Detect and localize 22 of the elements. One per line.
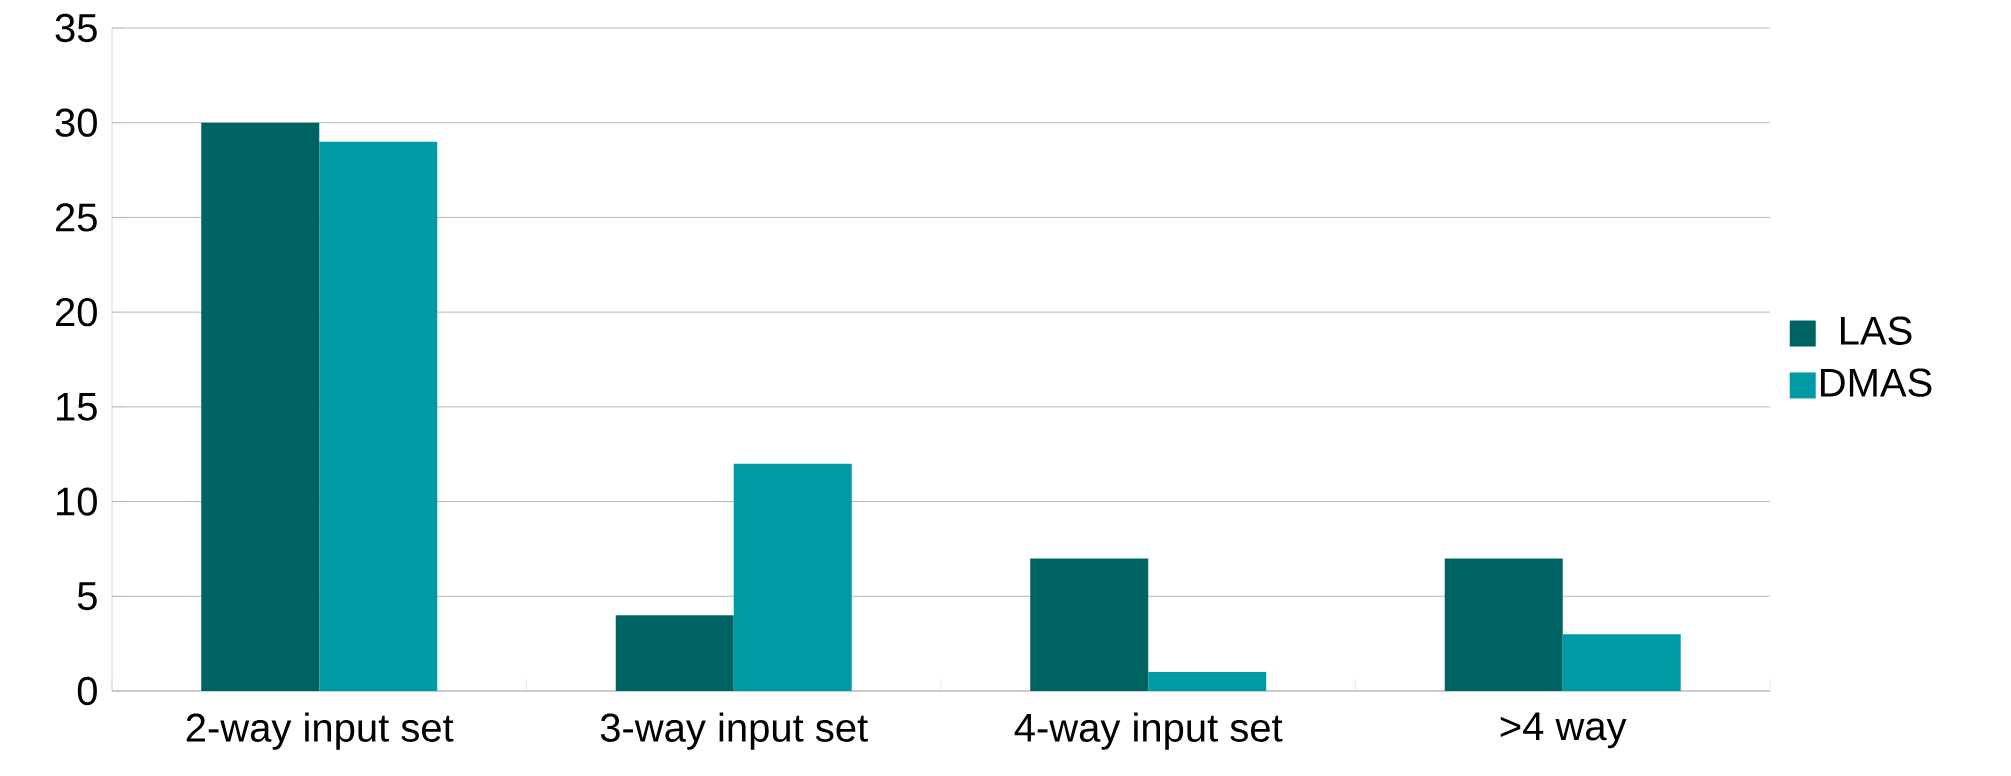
y-tick-label: 25 — [56, 203, 97, 232]
bar — [1444, 558, 1563, 691]
y-tick-label: 10 — [57, 487, 97, 516]
y-tick-label: 15 — [57, 392, 97, 421]
bar — [733, 463, 852, 691]
bar — [1030, 558, 1149, 691]
legend-label: DMAS — [1821, 368, 1932, 397]
y-tick-label: 0 — [77, 676, 97, 706]
bar — [319, 141, 438, 691]
x-tick-label: 3-way input set — [600, 712, 868, 750]
y-tick-label: 30 — [55, 108, 97, 137]
x-tick-label: 4-way input set — [1014, 712, 1283, 750]
y-tick-label: 20 — [56, 297, 97, 327]
bar — [615, 615, 734, 691]
bar — [201, 122, 320, 691]
x-tick-label: >4 way — [1500, 712, 1627, 749]
y-tick-label: 35 — [55, 13, 97, 43]
bar — [1562, 634, 1681, 691]
y-tick-label: 5 — [77, 582, 97, 611]
x-tick-label: 2-way input set — [186, 712, 454, 750]
bar — [1148, 672, 1267, 691]
legend-label: LAS — [1840, 316, 1912, 345]
